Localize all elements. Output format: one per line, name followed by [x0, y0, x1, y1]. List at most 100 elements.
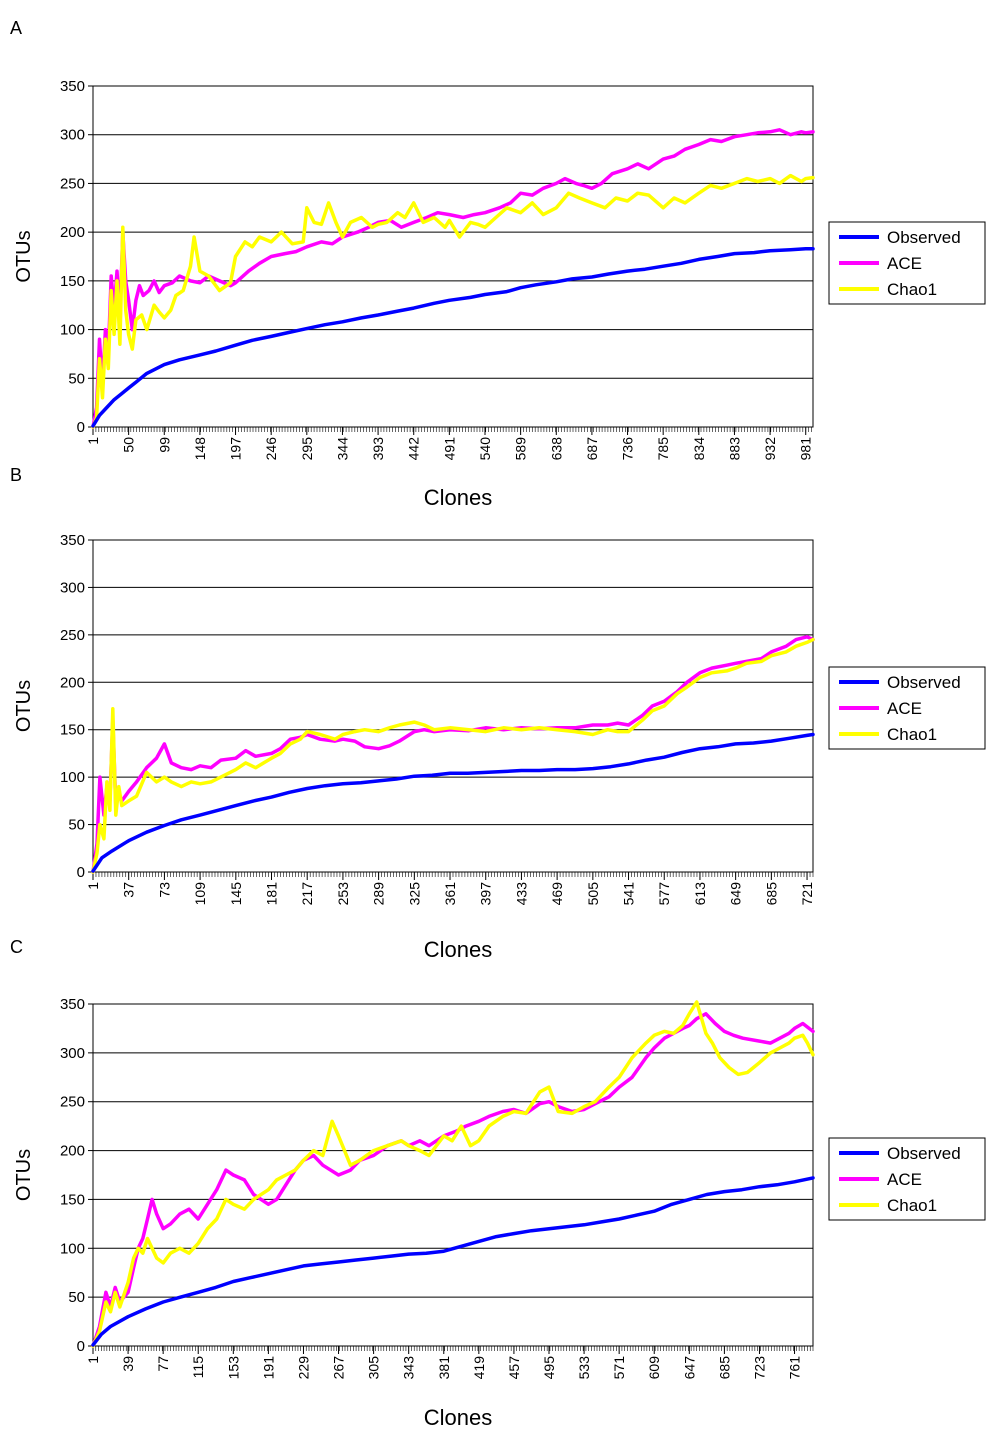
x-tick-label: 932 — [762, 437, 778, 461]
panel-label: A — [10, 18, 22, 38]
x-tick-label: 649 — [728, 882, 744, 906]
x-tick-label: 50 — [121, 437, 137, 453]
y-tick-label: 300 — [60, 579, 85, 596]
x-tick-label: 687 — [584, 437, 600, 461]
x-axis-title: Clones — [424, 937, 492, 962]
y-tick-label: 200 — [60, 674, 85, 691]
x-tick-label: 148 — [192, 437, 208, 461]
chart-c-svg: C 0 50 100 150 200 250 300 350 1 39 77 115 153 191 229 2… — [10, 937, 986, 1430]
y-tick-label: 350 — [60, 78, 85, 95]
x-tick-label: 267 — [331, 1356, 347, 1380]
x-tick-label: 181 — [264, 882, 280, 906]
y-tick-label: 150 — [60, 722, 85, 739]
y-tick-label: 250 — [60, 175, 85, 192]
x-tick-label: 343 — [401, 1356, 417, 1380]
x-tick-label: 419 — [471, 1356, 487, 1380]
y-tick-label: 250 — [60, 627, 85, 644]
y-axis-title: OTUs — [13, 230, 35, 282]
series-line-ace — [91, 1012, 815, 1348]
series-line-observed — [91, 732, 815, 873]
x-tick-label: 613 — [692, 882, 708, 906]
x-tick-label: 981 — [798, 437, 814, 461]
x-tick-label: 577 — [656, 882, 672, 906]
x-tick-label: 433 — [513, 882, 529, 906]
plot-area-border — [92, 1003, 814, 1347]
panel-label: C — [10, 937, 23, 957]
x-tick-label: 883 — [726, 437, 742, 461]
y-tick-label: 300 — [60, 127, 85, 144]
x-tick-label: 99 — [156, 437, 172, 453]
x-tick-label: 325 — [406, 882, 422, 906]
y-axis-title: OTUs — [13, 680, 35, 732]
series-line-chao1 — [91, 637, 815, 874]
y-tick-label: 100 — [60, 1240, 85, 1257]
x-tick-label: 1 — [85, 437, 101, 445]
legend-label: ACE — [887, 254, 922, 273]
x-tick-label: 109 — [192, 882, 208, 906]
x-tick-label: 77 — [155, 1356, 171, 1372]
x-tick-label: 785 — [655, 437, 671, 461]
x-tick-label: 457 — [506, 1356, 522, 1380]
x-tick-label: 295 — [299, 437, 315, 461]
chart-panel-c: C 0 50 100 150 200 250 300 350 1 39 77 115 153 191 229 2… — [0, 935, 989, 1435]
y-axis-title: OTUs — [13, 1149, 35, 1201]
legend-label: Observed — [887, 1144, 961, 1163]
x-tick-label: 153 — [225, 1356, 241, 1380]
x-tick-label: 571 — [611, 1356, 627, 1380]
x-tick-label: 344 — [334, 437, 350, 461]
x-tick-label: 723 — [751, 1356, 767, 1380]
x-tick-label: 73 — [156, 882, 172, 898]
x-tick-label: 541 — [621, 882, 637, 906]
series-line-ace — [91, 128, 815, 429]
chart-panel-a: A 0 50 100 150 200 250 300 350 1 50 99 148 197 246 295 3… — [0, 0, 989, 510]
x-tick-label: 361 — [442, 882, 458, 906]
x-tick-label: 834 — [691, 437, 707, 461]
y-tick-label: 150 — [60, 1191, 85, 1208]
x-tick-label: 145 — [228, 882, 244, 906]
legend-label: ACE — [887, 699, 922, 718]
plot-area-border — [92, 85, 814, 428]
x-tick-label: 115 — [190, 1356, 206, 1379]
x-tick-label: 197 — [228, 437, 244, 461]
legend-label: Chao1 — [887, 280, 937, 299]
x-tick-label: 761 — [787, 1356, 803, 1380]
y-tick-label: 50 — [68, 817, 85, 834]
x-tick-label: 393 — [370, 437, 386, 461]
legend-label: Chao1 — [887, 1196, 937, 1215]
x-tick-label: 191 — [260, 1356, 276, 1380]
x-tick-label: 491 — [441, 437, 457, 461]
x-tick-label: 229 — [295, 1356, 311, 1380]
chart-panel-b: B 0 50 100 150 200 250 300 350 1 37 73 109 145 181 217 2… — [0, 465, 989, 962]
x-tick-label: 505 — [585, 882, 601, 906]
x-tick-label: 647 — [681, 1356, 697, 1380]
x-tick-label: 253 — [335, 882, 351, 906]
y-tick-label: 0 — [77, 419, 85, 436]
legend-label: Observed — [887, 228, 961, 247]
x-tick-label: 495 — [541, 1356, 557, 1380]
x-tick-label: 589 — [513, 437, 529, 461]
x-tick-label: 721 — [799, 882, 815, 906]
x-tick-label: 246 — [263, 437, 279, 461]
y-tick-label: 50 — [68, 1289, 85, 1306]
y-tick-label: 0 — [77, 1338, 85, 1355]
y-tick-label: 350 — [60, 532, 85, 549]
x-tick-label: 685 — [763, 882, 779, 906]
y-tick-label: 100 — [60, 769, 85, 786]
x-tick-label: 39 — [120, 1356, 136, 1372]
x-tick-label: 37 — [121, 882, 137, 898]
x-tick-label: 540 — [477, 437, 493, 461]
y-tick-label: 200 — [60, 224, 85, 241]
y-tick-label: 300 — [60, 1045, 85, 1062]
panel-label: B — [10, 465, 22, 485]
legend-label: Observed — [887, 673, 961, 692]
series-line-observed — [91, 1176, 815, 1347]
x-axis-title: Clones — [424, 485, 492, 510]
legend-label: ACE — [887, 1170, 922, 1189]
x-tick-label: 1 — [85, 882, 101, 890]
x-tick-label: 1 — [85, 1356, 101, 1364]
x-tick-label: 533 — [576, 1356, 592, 1380]
x-axis-title: Clones — [424, 1405, 492, 1430]
y-tick-label: 150 — [60, 273, 85, 290]
x-tick-label: 289 — [371, 882, 387, 906]
